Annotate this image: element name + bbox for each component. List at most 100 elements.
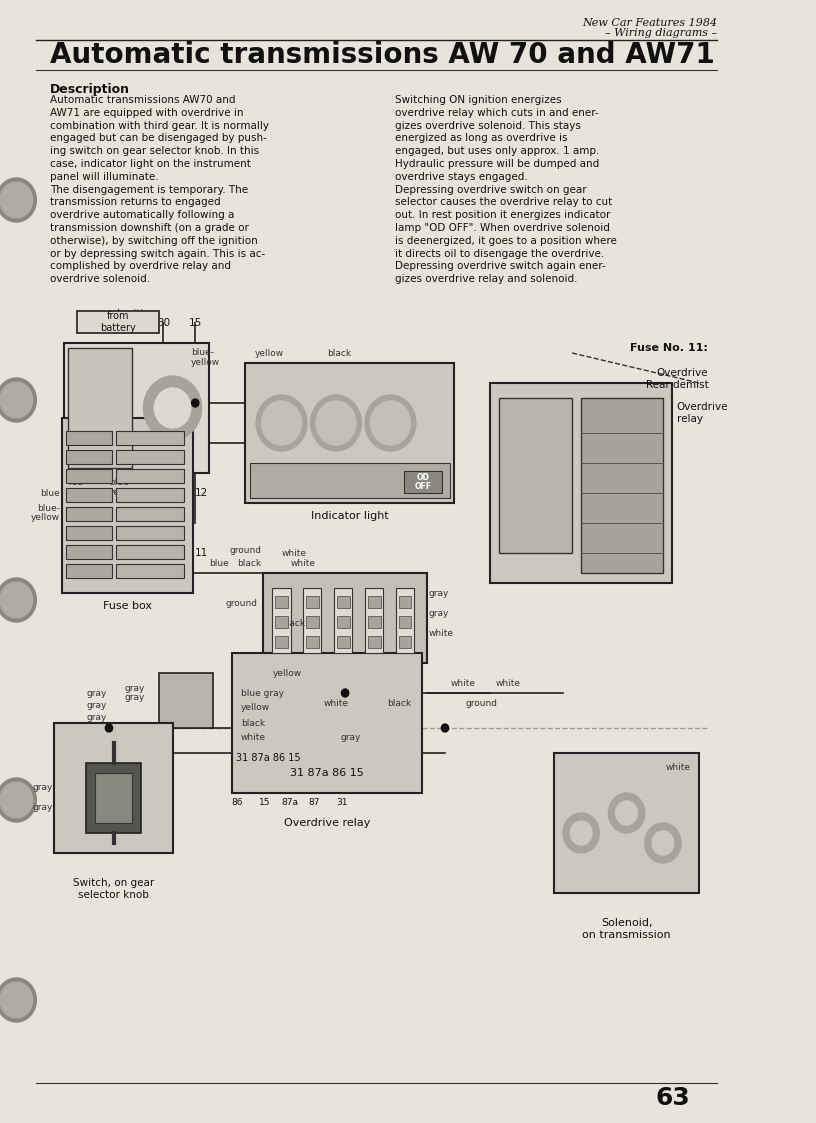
Text: blue gray: blue gray	[241, 688, 284, 697]
Text: 87: 87	[308, 798, 320, 807]
Circle shape	[0, 378, 37, 422]
Text: – Wiring diagrams –: – Wiring diagrams –	[605, 28, 717, 38]
Bar	[116, 469, 184, 483]
Bar	[399, 617, 411, 628]
Bar	[399, 596, 411, 608]
Text: yellow: yellow	[241, 703, 270, 712]
Circle shape	[441, 724, 449, 732]
Circle shape	[570, 821, 592, 844]
Bar	[365, 588, 384, 652]
Bar	[66, 489, 112, 502]
Circle shape	[341, 690, 348, 697]
Text: 30: 30	[157, 318, 170, 328]
Text: Indicator light: Indicator light	[311, 511, 388, 521]
Bar	[116, 506, 184, 521]
Text: Automatic transmissions AW70 and
AW71 are equipped with overdrive in
combination: Automatic transmissions AW70 and AW71 ar…	[50, 95, 269, 284]
Circle shape	[645, 823, 681, 862]
Bar	[273, 588, 290, 652]
Text: 15: 15	[188, 318, 202, 328]
Text: gray: gray	[33, 803, 53, 813]
Circle shape	[365, 395, 416, 451]
Text: Overdrive relay: Overdrive relay	[284, 818, 370, 828]
Text: gray: gray	[86, 712, 107, 721]
Text: from
battery: from battery	[100, 311, 136, 332]
Text: Overdrive
relay: Overdrive relay	[676, 402, 728, 423]
Circle shape	[256, 395, 307, 451]
Text: Overdrive
Rear demist: Overdrive Rear demist	[645, 368, 708, 391]
Bar	[264, 573, 427, 663]
Circle shape	[0, 578, 37, 622]
Bar	[66, 564, 112, 578]
Bar	[95, 773, 131, 823]
Text: ground: ground	[229, 546, 262, 555]
Bar	[66, 450, 112, 464]
Text: white: white	[450, 679, 476, 688]
Circle shape	[0, 778, 37, 822]
Bar	[304, 588, 322, 652]
Bar	[404, 471, 442, 493]
Bar	[68, 348, 131, 468]
Text: white: white	[428, 629, 454, 638]
Circle shape	[0, 179, 37, 222]
Bar	[306, 596, 319, 608]
Circle shape	[0, 782, 33, 818]
Text: Fuse No. 11:: Fuse No. 11:	[631, 343, 708, 353]
Text: white: white	[496, 679, 521, 688]
Circle shape	[311, 395, 361, 451]
Bar	[66, 431, 112, 445]
Text: blue: blue	[209, 559, 228, 568]
Bar	[78, 311, 159, 334]
Text: black: black	[282, 619, 306, 628]
Text: 87a: 87a	[282, 798, 299, 807]
Text: black: black	[388, 699, 411, 707]
Text: gray: gray	[86, 688, 107, 697]
Bar	[499, 398, 572, 553]
Text: 15: 15	[259, 798, 270, 807]
Bar	[116, 431, 184, 445]
Bar	[368, 596, 380, 608]
Text: Automatic transmissions AW 70 and AW71: Automatic transmissions AW 70 and AW71	[50, 42, 715, 69]
Text: 12: 12	[195, 489, 209, 497]
Text: 63: 63	[655, 1086, 690, 1110]
Bar	[337, 617, 349, 628]
Bar	[335, 588, 353, 652]
Text: blue-
yellow: blue- yellow	[109, 478, 138, 496]
Bar	[275, 636, 288, 648]
Bar	[116, 545, 184, 559]
Circle shape	[563, 813, 600, 853]
Bar	[66, 526, 112, 540]
Text: Switch, on gear
selector knob: Switch, on gear selector knob	[73, 878, 154, 900]
Circle shape	[154, 389, 191, 428]
Bar	[554, 754, 699, 893]
Text: Solenoid,
on transmission: Solenoid, on transmission	[583, 917, 671, 940]
Text: Ignition
switch: Ignition switch	[117, 310, 156, 331]
Bar	[250, 463, 450, 497]
Bar	[232, 652, 422, 793]
Text: blue: blue	[40, 489, 60, 497]
Circle shape	[316, 401, 356, 445]
Text: ground: ground	[225, 599, 257, 608]
Text: ground: ground	[465, 699, 497, 707]
Circle shape	[0, 382, 33, 418]
Bar	[116, 450, 184, 464]
Text: gray: gray	[340, 733, 361, 742]
Text: yellow: yellow	[255, 349, 283, 358]
Text: white: white	[290, 559, 316, 568]
Bar	[337, 596, 349, 608]
Bar	[306, 636, 319, 648]
Bar	[581, 398, 663, 573]
Text: black: black	[241, 719, 264, 728]
Bar	[66, 545, 112, 559]
Circle shape	[0, 582, 33, 618]
Bar	[337, 636, 349, 648]
Bar	[368, 636, 380, 648]
Bar	[159, 673, 214, 728]
Bar	[396, 588, 414, 652]
Bar	[306, 617, 319, 628]
Text: yellow: yellow	[273, 669, 302, 678]
Text: Fuse box: Fuse box	[103, 601, 152, 611]
Text: 31 87a 86 15: 31 87a 86 15	[236, 754, 301, 763]
Bar	[116, 564, 184, 578]
Text: white: white	[241, 733, 266, 742]
Text: gray: gray	[428, 588, 449, 597]
